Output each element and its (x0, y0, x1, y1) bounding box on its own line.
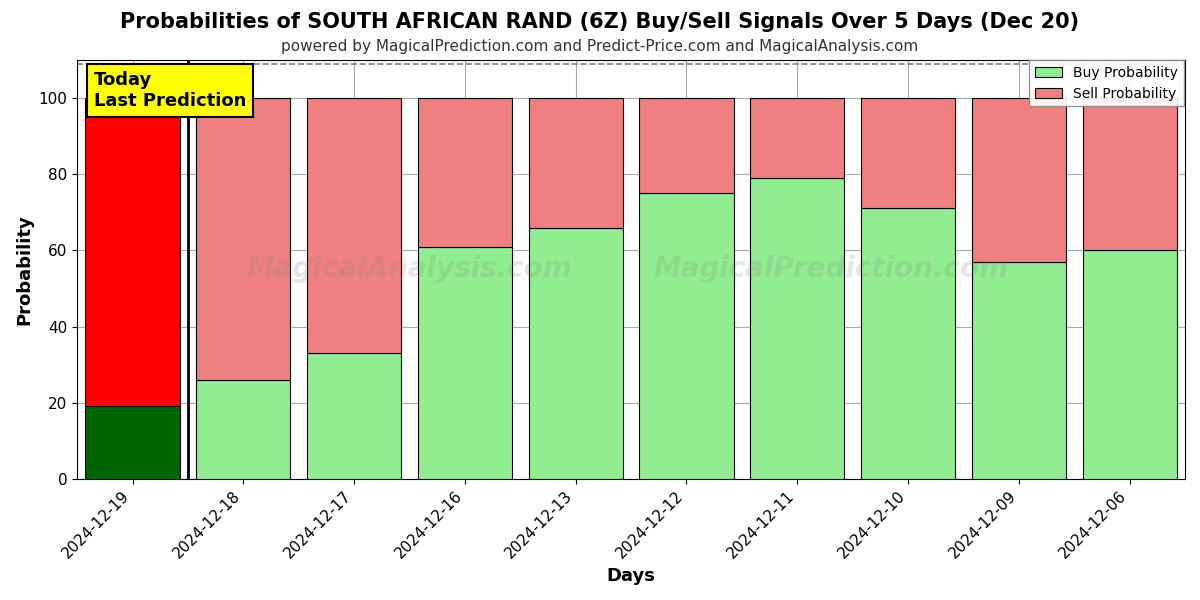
Text: MagicalPrediction.com: MagicalPrediction.com (653, 256, 1008, 283)
Bar (307, 353, 401, 479)
Bar (197, 98, 290, 380)
Bar (85, 406, 180, 479)
Bar (418, 98, 512, 247)
Bar (860, 208, 955, 479)
Bar (972, 262, 1066, 479)
Bar (860, 98, 955, 208)
Bar (1082, 250, 1177, 479)
Bar (418, 247, 512, 479)
Text: powered by MagicalPrediction.com and Predict-Price.com and MagicalAnalysis.com: powered by MagicalPrediction.com and Pre… (281, 39, 919, 54)
Bar (750, 98, 845, 178)
Legend: Buy Probability, Sell Probability: Buy Probability, Sell Probability (1030, 61, 1184, 106)
Text: Today
Last Prediction: Today Last Prediction (94, 71, 246, 110)
Bar (197, 380, 290, 479)
Text: MagicalAnalysis.com: MagicalAnalysis.com (247, 256, 572, 283)
Bar (972, 98, 1066, 262)
Bar (640, 98, 733, 193)
X-axis label: Days: Days (607, 567, 655, 585)
Bar (307, 98, 401, 353)
Bar (529, 227, 623, 479)
Y-axis label: Probability: Probability (14, 214, 32, 325)
Bar (1082, 98, 1177, 250)
Bar (529, 98, 623, 227)
Bar (750, 178, 845, 479)
Bar (640, 193, 733, 479)
Text: Probabilities of SOUTH AFRICAN RAND (6Z) Buy/Sell Signals Over 5 Days (Dec 20): Probabilities of SOUTH AFRICAN RAND (6Z)… (120, 12, 1080, 32)
Bar (85, 98, 180, 406)
